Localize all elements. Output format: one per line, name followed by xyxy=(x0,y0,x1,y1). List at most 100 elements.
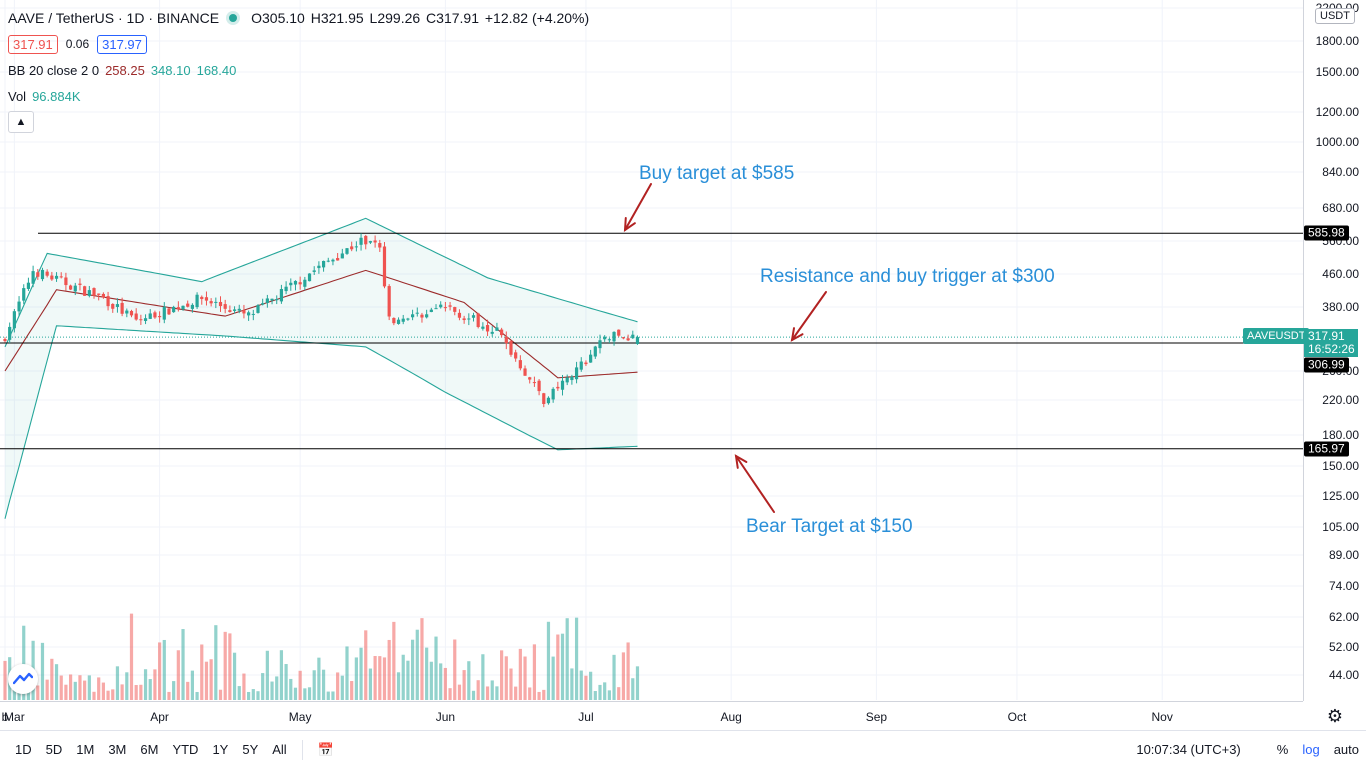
tradingview-logo-icon[interactable] xyxy=(8,664,38,694)
volume-bar xyxy=(420,618,424,700)
level-tag-low: 165.97 xyxy=(1304,441,1349,457)
volume-bar xyxy=(293,687,298,700)
volume-bars xyxy=(3,613,640,700)
volume-bar xyxy=(401,654,405,700)
candle xyxy=(448,305,452,307)
sell-price-button[interactable]: 317.91 xyxy=(8,34,58,54)
volume-bar xyxy=(373,656,377,700)
volume-bar xyxy=(275,676,279,700)
candle xyxy=(261,303,265,305)
volume-bar xyxy=(284,664,288,700)
time-tick-label: Apr xyxy=(150,710,169,724)
last-price-value: 317.91 xyxy=(1308,329,1345,344)
candle xyxy=(36,272,40,277)
price-tick-label: 460.00 xyxy=(1322,267,1359,281)
candle xyxy=(631,334,635,339)
volume-bar xyxy=(40,642,45,700)
symbol-title[interactable]: AAVE / TetherUS · 1D · BINANCE xyxy=(8,10,220,26)
volume-bar xyxy=(406,660,410,700)
volume-bar xyxy=(298,670,302,700)
candle xyxy=(565,377,569,383)
volume-bar xyxy=(223,631,227,700)
volume-bar xyxy=(167,691,171,700)
volume-bar xyxy=(439,663,443,700)
annotation-buy-target: Buy target at $585 xyxy=(639,163,795,184)
range-button-1d[interactable]: 1D xyxy=(15,742,32,757)
range-button-1y[interactable]: 1Y xyxy=(212,742,229,757)
grid xyxy=(0,0,1303,700)
volume-bar xyxy=(542,689,546,700)
volume-bar xyxy=(396,672,401,700)
auto-scale-toggle[interactable]: auto xyxy=(1333,742,1359,757)
last-price-tag: 317.91 16:52:26 xyxy=(1304,329,1358,358)
candle xyxy=(471,315,476,318)
volume-bar xyxy=(186,681,190,700)
volume-indicator-label[interactable]: Vol xyxy=(8,88,27,104)
candle xyxy=(172,306,176,313)
toolbar-divider xyxy=(301,740,303,760)
low-value: L299.26 xyxy=(369,10,421,26)
clock[interactable]: 10:07:34 (UTC+3) xyxy=(1136,742,1241,757)
candle xyxy=(396,319,401,324)
range-button-5d[interactable]: 5D xyxy=(45,742,63,757)
buy-price-button[interactable]: 317.97 xyxy=(97,34,147,54)
candle xyxy=(382,246,387,287)
volume-bar xyxy=(434,636,438,700)
candle xyxy=(31,271,35,284)
volume-bar xyxy=(64,684,68,700)
volume-bar xyxy=(382,657,387,700)
volume-bar xyxy=(153,669,157,700)
candle xyxy=(247,312,251,316)
time-tick-label: May xyxy=(288,710,312,724)
candle xyxy=(481,326,485,329)
percent-toggle[interactable]: % xyxy=(1276,742,1289,757)
volume-bar xyxy=(251,689,255,700)
currency-badge[interactable]: USDT xyxy=(1315,8,1355,24)
arrow-resistance xyxy=(791,291,827,341)
candle xyxy=(181,305,185,310)
market-status-icon xyxy=(229,14,238,22)
time-tick-label: Nov xyxy=(1151,710,1173,724)
candle xyxy=(73,285,77,292)
price-tick-label: 1200.00 xyxy=(1315,105,1359,119)
range-button-1m[interactable]: 1M xyxy=(76,742,95,757)
range-button-3m[interactable]: 3M xyxy=(108,742,127,757)
date-range-icon[interactable]: 📅 xyxy=(317,742,334,757)
range-button-6m[interactable]: 6M xyxy=(140,742,159,757)
candle xyxy=(406,318,410,320)
time-tick-label: Jul xyxy=(578,710,594,724)
volume-bar xyxy=(603,682,607,700)
candle xyxy=(621,337,626,339)
volume-bar xyxy=(467,661,471,700)
range-button-5y[interactable]: 5Y xyxy=(242,742,259,757)
volume-bar xyxy=(617,687,621,700)
range-button-all[interactable]: All xyxy=(272,742,287,757)
volume-bar xyxy=(621,652,626,700)
candle xyxy=(115,304,120,307)
volume-bar xyxy=(350,681,354,700)
log-scale-toggle[interactable]: log xyxy=(1302,742,1320,757)
price-tick-label: 220.00 xyxy=(1322,393,1359,407)
candle xyxy=(415,312,419,314)
volume-bar xyxy=(247,691,251,700)
gear-icon[interactable]: ⚙ xyxy=(1326,706,1344,726)
volume-bar xyxy=(476,680,480,700)
time-axis[interactable]: b Mar Apr May Jun Jul Aug Sep Oct Nov xyxy=(0,701,1303,730)
high-value: H321.95 xyxy=(310,10,364,26)
range-button-ytd[interactable]: YTD xyxy=(172,742,199,757)
collapse-legend-button[interactable]: ▲ xyxy=(8,111,34,133)
volume-bar xyxy=(631,678,635,700)
candle xyxy=(509,341,513,355)
volume-bar xyxy=(312,670,316,700)
candle xyxy=(485,324,490,332)
volume-bar xyxy=(92,691,96,700)
candle xyxy=(593,346,597,357)
candle xyxy=(200,296,204,300)
volume-bar xyxy=(218,689,223,700)
volume-bar xyxy=(514,686,518,700)
candle xyxy=(139,319,143,321)
candle xyxy=(148,313,152,319)
candle xyxy=(617,329,621,336)
bb-indicator-label[interactable]: BB 20 close 2 0 xyxy=(8,62,100,78)
